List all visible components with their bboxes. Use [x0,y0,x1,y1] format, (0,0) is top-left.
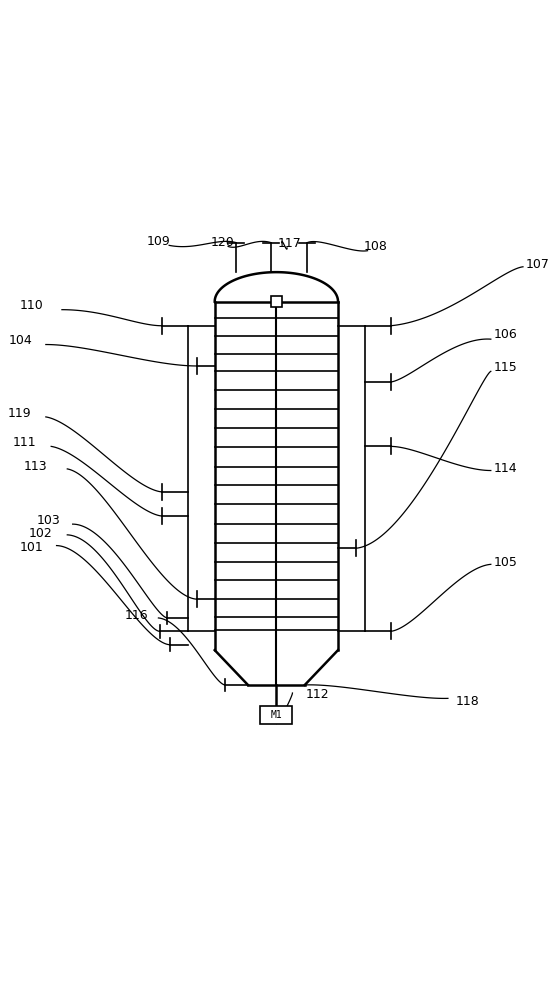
Text: 113: 113 [23,460,47,473]
Text: M1: M1 [270,710,282,720]
Bar [271,296,282,307]
Text: 107: 107 [525,258,549,271]
Text: 118: 118 [456,695,480,708]
Text: 120: 120 [211,236,235,249]
Text: 103: 103 [37,514,61,527]
Text: 106: 106 [494,328,517,341]
Text: 111: 111 [13,436,36,449]
Text: 116: 116 [125,609,149,622]
Text: 102: 102 [29,527,53,540]
Text: 117: 117 [278,237,302,250]
Text: 105: 105 [494,556,518,569]
Text: 112: 112 [306,688,330,701]
Bar [260,706,292,724]
Text: 110: 110 [19,299,43,312]
Text: 104: 104 [9,334,32,347]
Text: 108: 108 [364,240,388,253]
Text: 119: 119 [7,407,31,420]
Text: 101: 101 [19,541,43,554]
Text: 115: 115 [494,361,517,374]
Text: 109: 109 [147,235,170,248]
Text: 114: 114 [494,462,517,475]
